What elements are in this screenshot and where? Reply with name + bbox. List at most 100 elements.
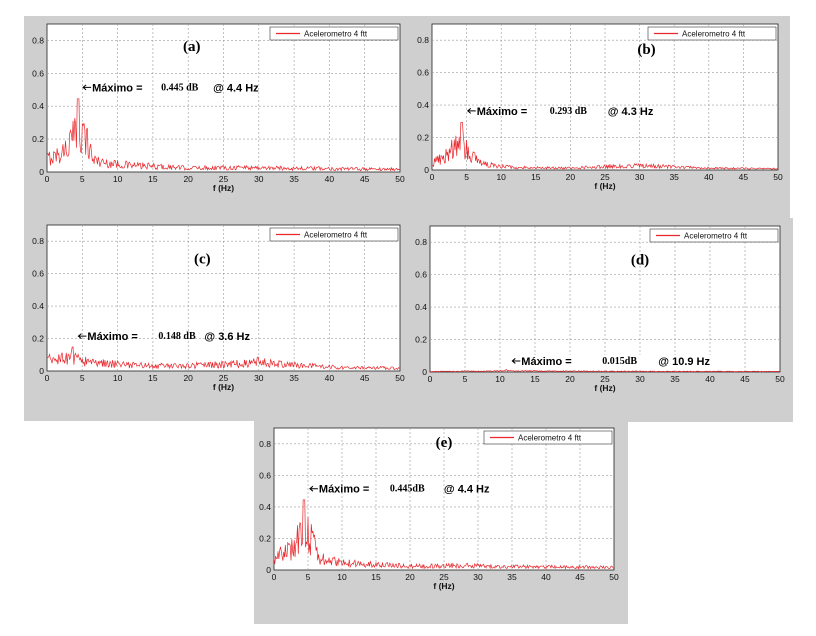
x-tick-label: 45 — [575, 572, 585, 582]
annotation-label: Máximo = — [319, 484, 369, 496]
annotation-arrow — [309, 485, 318, 492]
x-tick-label: 0 — [272, 572, 277, 582]
x-tick-label: 15 — [530, 374, 540, 384]
x-tick-label: 40 — [325, 373, 335, 383]
y-tick-label: 0.4 — [415, 302, 427, 312]
x-tick-label: 50 — [609, 572, 619, 582]
y-tick-label: 0 — [39, 366, 44, 376]
x-tick-label: 35 — [670, 374, 680, 384]
x-tick-label: 50 — [773, 172, 783, 182]
y-tick-label: 0.2 — [32, 334, 44, 344]
y-tick-label: 0 — [266, 565, 271, 575]
x-tick-label: 40 — [541, 572, 551, 582]
y-tick-label: 0.4 — [32, 101, 44, 111]
panel-label: (a) — [183, 39, 201, 55]
legend-entry: Acelerometro 4 ftt — [684, 232, 748, 241]
y-tick-label: 0.6 — [32, 68, 44, 78]
x-tick-label: 25 — [219, 373, 229, 383]
annotation-arrow — [511, 358, 521, 364]
panel-label: (b) — [637, 42, 655, 58]
x-tick-label: 45 — [360, 174, 370, 184]
x-tick-label: 50 — [775, 374, 785, 384]
x-tick-label: 25 — [439, 572, 449, 582]
x-axis-label: f (Hz) — [594, 181, 615, 191]
annotation-frequency: @ 3.6 Hz — [204, 331, 250, 343]
x-tick-label: 25 — [600, 172, 610, 182]
annotation-arrow — [77, 333, 87, 340]
annotation-label: Máximo = — [87, 331, 137, 343]
y-tick-label: 0.2 — [259, 533, 271, 543]
y-tick-label: 0 — [424, 165, 429, 175]
x-tick-label: 5 — [463, 374, 468, 384]
series-line — [46, 98, 401, 172]
legend-box — [483, 430, 613, 445]
x-tick-label: 35 — [289, 174, 299, 184]
x-axis-label: f (Hz) — [213, 382, 234, 392]
x-tick-label: 45 — [360, 373, 370, 383]
x-tick-label: 50 — [395, 373, 405, 383]
panel-label: (e) — [436, 435, 453, 451]
y-tick-label: 0.4 — [417, 100, 429, 110]
x-tick-label: 10 — [496, 172, 506, 182]
annotation-arrow — [466, 107, 476, 114]
y-tick-label: 0.8 — [415, 237, 427, 247]
x-tick-label: 10 — [337, 572, 347, 582]
x-tick-label: 25 — [219, 174, 229, 184]
annotation-frequency: @ 4.3 Hz — [608, 106, 654, 118]
annotation-frequency: @ 10.9 Hz — [658, 356, 710, 368]
annotation-label: Máximo = — [477, 106, 527, 118]
annotation-value: 0.015dB — [602, 356, 637, 367]
y-tick-label: 0.8 — [32, 35, 44, 45]
annotation-value: 0.445dB — [390, 484, 425, 495]
x-tick-label: 5 — [80, 174, 85, 184]
y-tick-label: 0.4 — [259, 502, 271, 512]
y-tick-label: 0.8 — [259, 439, 271, 449]
x-tick-label: 45 — [740, 374, 750, 384]
plot-area — [273, 427, 615, 571]
x-tick-label: 30 — [635, 172, 645, 182]
legend-entry: Acelerometro 4 ftt — [304, 30, 368, 39]
x-tick-label: 40 — [705, 374, 715, 384]
series-line — [429, 369, 781, 373]
chart-e: 0 5 10 15 20 25 30 35 40 45 50 0 0.2 0.4 0.6 0.8 f (Hz) A… — [259, 427, 619, 591]
x-tick-label: 50 — [395, 174, 405, 184]
y-tick-label: 0.2 — [32, 134, 44, 144]
x-tick-label: 5 — [306, 572, 311, 582]
annotation-arrow — [82, 84, 92, 91]
y-tick-label: 0.6 — [417, 68, 429, 78]
x-tick-label: 15 — [148, 373, 158, 383]
annotation-frequency: @ 4.4 Hz — [213, 82, 259, 94]
legend-entry: Acelerometro 4 ftt — [682, 30, 746, 39]
y-tick-label: 0.8 — [417, 35, 429, 45]
x-tick-label: 35 — [669, 172, 679, 182]
y-tick-label: 0 — [39, 167, 44, 177]
x-axis-label: f (Hz) — [594, 383, 615, 393]
x-tick-label: 15 — [531, 172, 541, 182]
x-tick-label: 40 — [325, 174, 335, 184]
annotation-label: Máximo = — [92, 82, 142, 94]
x-tick-label: 10 — [113, 174, 123, 184]
annotation-value: 0.445 dB — [161, 82, 199, 93]
x-tick-label: 15 — [148, 174, 158, 184]
x-tick-label: 10 — [113, 373, 123, 383]
chart-c: 0 5 10 15 20 25 30 35 40 45 50 0 0.2 0.4 0.6 0.8 f (Hz) A… — [32, 224, 405, 392]
x-tick-label: 20 — [183, 373, 193, 383]
x-tick-label: 20 — [565, 374, 575, 384]
x-tick-label: 15 — [371, 572, 381, 582]
y-tick-label: 0.6 — [415, 270, 427, 280]
x-tick-label: 10 — [495, 374, 505, 384]
x-tick-label: 30 — [254, 174, 264, 184]
y-tick-label: 0.6 — [32, 269, 44, 279]
legend-box — [649, 228, 779, 243]
x-tick-label: 30 — [254, 373, 264, 383]
x-axis-label: f (Hz) — [433, 581, 454, 591]
x-tick-label: 45 — [739, 172, 749, 182]
series-line — [431, 122, 779, 170]
legend-entry: Acelerometro 4 ftt — [518, 434, 582, 443]
chart-a: 0 5 10 15 20 25 30 35 40 45 50 0 0.2 0.4 0.6 0.8 f (Hz) A… — [32, 23, 405, 193]
y-tick-label: 0 — [422, 367, 427, 377]
y-tick-label: 0.2 — [417, 133, 429, 143]
annotation-label: Máximo = — [521, 356, 571, 368]
annotation-frequency: @ 4.4 Hz — [444, 484, 490, 496]
y-tick-label: 0.8 — [32, 236, 44, 246]
